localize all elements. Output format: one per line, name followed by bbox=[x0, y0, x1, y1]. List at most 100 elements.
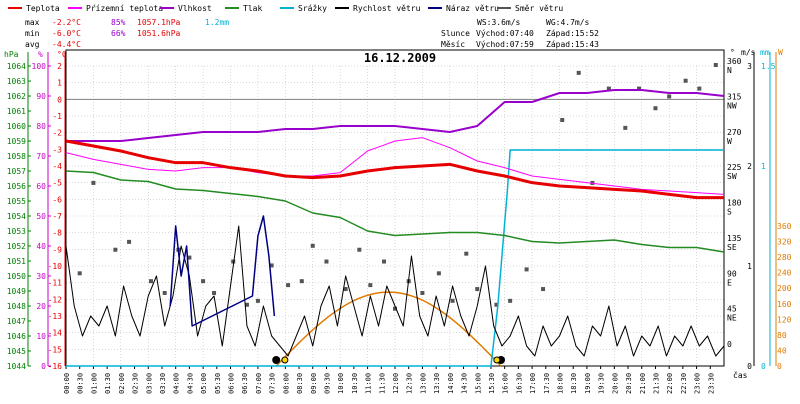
series-temperature bbox=[65, 139, 724, 200]
tick-label-x: 23:00 bbox=[694, 373, 702, 394]
tick-label-x: 21:00 bbox=[639, 373, 647, 394]
tick-label-temp: 2 bbox=[57, 62, 62, 71]
wind-dir-point bbox=[623, 125, 628, 130]
tick-label-x: 21:30 bbox=[652, 373, 660, 394]
tick-label-hpa: 1050 bbox=[7, 272, 26, 281]
tick-label-x: 10:30 bbox=[351, 373, 359, 394]
tick-label-w: 0 bbox=[777, 362, 782, 371]
wind-dir-point bbox=[420, 290, 425, 295]
tick-label-hpa: 1063 bbox=[7, 77, 26, 86]
tick-label-hpa: 1053 bbox=[7, 227, 26, 236]
wind-dir-point bbox=[324, 259, 329, 264]
wind-dir-point bbox=[286, 283, 291, 288]
date-title: 16.12.2009 bbox=[364, 51, 436, 65]
axis-title-x: čas bbox=[733, 370, 748, 380]
tick-label-temp: -9 bbox=[52, 245, 62, 254]
wind-dir-point bbox=[77, 271, 82, 276]
tick-label-x: 18:00 bbox=[557, 373, 565, 394]
tick-label-x: 11:30 bbox=[378, 373, 386, 394]
wind-dir-point bbox=[683, 78, 688, 83]
tick-label-dir-name: W bbox=[727, 137, 732, 146]
stats-moon: Západ:15:43 bbox=[546, 40, 599, 49]
tick-label-x: 06:30 bbox=[241, 373, 249, 394]
tick-label-pct: 50 bbox=[36, 212, 46, 221]
tick-label-x: 02:30 bbox=[132, 373, 140, 394]
axes: hPa1064106310621061106010591058105710561… bbox=[4, 48, 792, 394]
series-wind-gust bbox=[169, 215, 276, 327]
stats-avg: avg bbox=[25, 40, 40, 49]
wind-dir-point bbox=[450, 298, 455, 303]
stats-sun: Východ:07:40 bbox=[476, 29, 534, 38]
wind-dir-point bbox=[310, 243, 315, 248]
tick-label-dir: 45 bbox=[727, 305, 737, 314]
tick-label-x: 22:30 bbox=[680, 373, 688, 394]
tick-label-temp: -4 bbox=[52, 162, 62, 171]
tick-label-dir: 90 bbox=[727, 269, 737, 278]
wind-dir-point bbox=[231, 259, 236, 264]
tick-label-mm: 1 bbox=[761, 162, 766, 171]
tick-label-x: 00:00 bbox=[63, 373, 71, 394]
tick-label-w: 80 bbox=[777, 331, 787, 340]
tick-label-x: 22:00 bbox=[666, 373, 674, 394]
tick-label-hpa: 1051 bbox=[7, 257, 26, 266]
wind-dir-point bbox=[91, 180, 96, 185]
legend-label-feels_like: Pŕízemní teplota bbox=[86, 4, 163, 13]
tick-label-x: 06:00 bbox=[228, 373, 236, 394]
axis-title-hpa: hPa bbox=[4, 50, 19, 59]
tick-label-hpa: 1058 bbox=[7, 152, 26, 161]
tick-label-hpa: 1046 bbox=[7, 332, 26, 341]
tick-label-x: 04:30 bbox=[186, 373, 194, 394]
axis-title-mm: mm bbox=[760, 48, 770, 57]
tick-label-x: 19:00 bbox=[584, 373, 592, 394]
axis-title-wind: m/s bbox=[741, 48, 756, 57]
tick-label-temp: -1 bbox=[52, 112, 62, 121]
tick-label-dir: 135 bbox=[727, 234, 742, 243]
tick-label-x: 00:30 bbox=[77, 373, 85, 394]
tick-label-dir-name: NW bbox=[727, 101, 737, 110]
stats-max: 1.2mm bbox=[205, 18, 229, 27]
stats-avg: -4.4°C bbox=[52, 40, 81, 49]
stats-sun: Západ:15:52 bbox=[546, 29, 599, 38]
tick-label-dir-name: E bbox=[727, 278, 732, 287]
axis-title-w: W bbox=[778, 48, 783, 57]
tick-label-x: 09:00 bbox=[310, 373, 318, 394]
stats-min: 66% bbox=[111, 29, 126, 38]
wind-dir-point bbox=[576, 70, 581, 75]
tick-label-x: 07:30 bbox=[269, 373, 277, 394]
legend-label-wind_dir: Směr větru bbox=[515, 4, 563, 13]
tick-label-wind: 3 bbox=[747, 62, 752, 71]
series-pressure bbox=[65, 170, 725, 253]
tick-label-x: 02:00 bbox=[118, 373, 126, 394]
legend-label-precipitation: Srážky bbox=[298, 4, 327, 13]
series-wind-speed bbox=[65, 225, 725, 357]
series-sun-arc bbox=[275, 291, 502, 367]
tick-label-pct: 90 bbox=[36, 92, 46, 101]
tick-label-x: 14:00 bbox=[447, 373, 455, 394]
tick-label-temp: -15 bbox=[48, 345, 63, 354]
tick-label-hpa: 1059 bbox=[7, 137, 26, 146]
tick-label-x: 23:30 bbox=[707, 373, 715, 394]
tick-label-x: 14:30 bbox=[461, 373, 469, 394]
wind-dir-point bbox=[368, 283, 373, 288]
tick-label-hpa: 1061 bbox=[7, 107, 26, 116]
wind-dir-point bbox=[357, 247, 362, 252]
tick-label-dir-name: SE bbox=[727, 243, 737, 252]
stats-moon: Měsíc bbox=[441, 40, 465, 49]
tick-label-x: 07:00 bbox=[255, 373, 263, 394]
tick-label-mm: 1.5 bbox=[761, 62, 776, 71]
wind-dir-point bbox=[606, 86, 611, 91]
wind-dir-point bbox=[637, 86, 642, 91]
stats-min: -6.0°C bbox=[52, 29, 81, 38]
wind-dir-point bbox=[393, 306, 397, 311]
tick-label-hpa: 1062 bbox=[7, 92, 26, 101]
wind-dir-point bbox=[475, 287, 480, 292]
tick-label-x: 17:00 bbox=[529, 373, 537, 394]
tick-label-w: 160 bbox=[777, 300, 792, 309]
tick-label-hpa: 1060 bbox=[7, 122, 26, 131]
plot-area bbox=[65, 63, 725, 367]
tick-label-x: 01:30 bbox=[104, 373, 112, 394]
tick-label-x: 17:30 bbox=[543, 373, 551, 394]
tick-label-w: 320 bbox=[777, 238, 792, 247]
wind-dir-point bbox=[212, 290, 217, 295]
axis-title-pct: % bbox=[38, 50, 43, 59]
